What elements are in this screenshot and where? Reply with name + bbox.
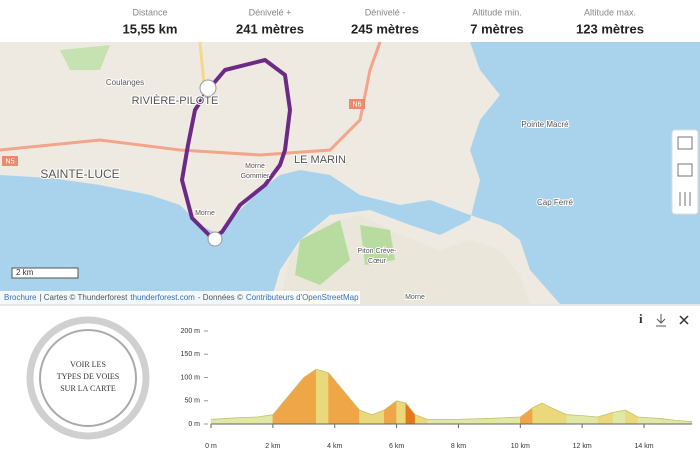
map-label: Morne <box>245 163 265 170</box>
profile-segment <box>328 372 345 425</box>
map-label: RIVIÈRE-PILOTE <box>132 94 219 107</box>
attribution: Brochure | Cartes © Thunderforest thunderf… <box>4 293 359 302</box>
map-label: Cap Ferré <box>537 198 574 207</box>
map-label: Morne <box>405 294 425 301</box>
stat-label: Altitude min. <box>472 7 522 17</box>
button-ring <box>26 316 150 440</box>
profile-segment <box>414 414 428 425</box>
profile-segment <box>396 400 407 425</box>
route <box>180 58 292 240</box>
y-tick-label: 50 m <box>184 398 200 405</box>
button-inner <box>39 329 137 427</box>
profile-segment <box>625 409 639 425</box>
layers-button[interactable] <box>677 136 693 150</box>
x-tick-label: 8 km <box>451 443 466 450</box>
map-label: SAINTE-LUCE <box>40 167 119 181</box>
map-controls <box>671 129 699 215</box>
forest <box>295 220 350 285</box>
map-label: Gommier <box>241 173 270 180</box>
download-icon[interactable] <box>656 314 666 327</box>
stat-value: 15,55 km <box>123 21 178 36</box>
profile-segment <box>288 376 305 425</box>
map-label: Piton Crève- <box>358 248 398 255</box>
y-tick-label: 200 m <box>181 328 201 335</box>
road-shield <box>349 99 365 109</box>
attribution-part[interactable]: Contributeurs d'OpenStreetMap <box>246 293 359 302</box>
x-tick-label: 0 m <box>205 443 217 450</box>
profile-segment <box>566 414 583 425</box>
profile-line <box>210 368 693 423</box>
map-label: LE MARIN <box>294 154 346 166</box>
forest <box>360 225 395 265</box>
map-label: Coulanges <box>106 78 144 87</box>
map[interactable]: 2 km Coulanges RIVIÈRE-PILOTE SAINTE-LUCE M… <box>0 41 700 304</box>
x-tick-label: 6 km <box>389 443 404 450</box>
profile-segment <box>303 368 317 425</box>
forest <box>60 45 110 70</box>
y-tick-label: 150 m <box>181 351 201 358</box>
x-tick-label: 12 km <box>573 443 592 450</box>
sea <box>0 42 700 304</box>
x-tick-label: 4 km <box>327 443 342 450</box>
profile-segment <box>532 402 543 425</box>
profile-segment <box>272 395 289 425</box>
profile-segment <box>541 402 552 425</box>
profile-segment <box>241 416 258 425</box>
profile-segment <box>551 407 567 425</box>
road-label: N5 <box>6 158 15 165</box>
control-panel <box>671 129 699 215</box>
stat-value: 123 mètres <box>576 21 644 36</box>
button-line: TYPES DE VOIES <box>57 372 120 381</box>
x-tick-label: 2 km <box>265 443 280 450</box>
scale-label: 2 km <box>16 268 34 277</box>
scale-bar <box>11 267 79 279</box>
profile-segment <box>383 400 397 425</box>
y-tick-label: 0 m <box>188 421 200 428</box>
profile-segment <box>315 368 329 425</box>
stats-bar <box>0 0 700 42</box>
map-label: Morne <box>195 210 215 217</box>
settings-button[interactable] <box>679 192 691 206</box>
overlay-button[interactable] <box>677 163 693 177</box>
y-tick-label: 100 m <box>181 374 201 381</box>
button-line: SUR LA CARTE <box>60 384 116 393</box>
attribution-part[interactable]: Brochure <box>4 293 37 302</box>
attribution-bg <box>0 291 360 304</box>
info-icon[interactable]: i <box>639 311 643 326</box>
stat-label: Distance <box>132 7 167 17</box>
button-line: VOIR LES <box>70 360 106 369</box>
button-text: VOIR LES TYPES DE VOIES SUR LA CARTE <box>57 360 120 393</box>
attribution-part: | Cartes © Thunderforest <box>39 293 128 302</box>
road-shield <box>2 156 18 166</box>
start-marker <box>199 79 217 97</box>
stat-label: Altitude max. <box>584 7 636 17</box>
x-tick-label: 10 km <box>511 443 530 450</box>
profile-toggle[interactable] <box>26 316 150 440</box>
close-icon[interactable] <box>679 315 689 325</box>
attribution-part[interactable]: thunderforest.com <box>130 293 195 302</box>
profile-segment <box>597 412 614 425</box>
stat-label: Dénivelé + <box>249 7 292 17</box>
stat-value: 7 mètres <box>470 21 523 36</box>
stat-label: Dénivelé - <box>365 7 406 17</box>
stat-value: 245 mètres <box>351 21 419 36</box>
road <box>0 41 382 157</box>
map-label: Pointe Macré <box>521 120 569 129</box>
profile-segment <box>427 419 459 425</box>
stat-value: 241 mètres <box>236 21 304 36</box>
attribution-part: - Données © <box>198 293 243 302</box>
end-marker <box>207 231 223 247</box>
road-label: N6 <box>353 101 362 108</box>
map-label: Cœur <box>368 258 387 265</box>
x-tick-label: 14 km <box>635 443 654 450</box>
